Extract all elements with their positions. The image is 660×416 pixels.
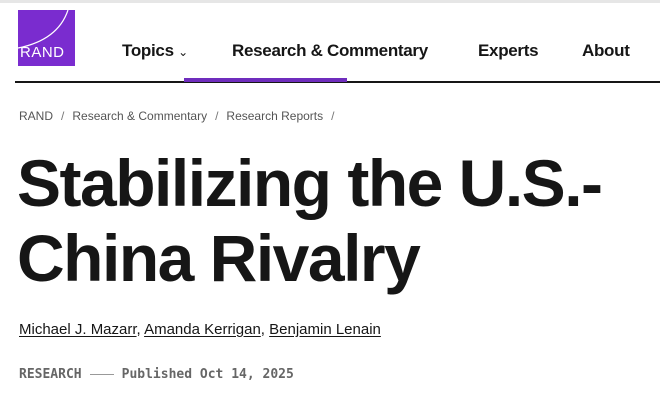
author-link[interactable]: Michael J. Mazarr [19, 321, 137, 338]
chevron-down-icon: ⌄ [178, 45, 188, 59]
nav-about[interactable]: About [582, 41, 630, 60]
authors: Michael J. Mazarr, Amanda Kerrigan, Benj… [19, 321, 381, 338]
author-link[interactable]: Amanda Kerrigan [144, 321, 261, 338]
nav-research-commentary[interactable]: Research & Commentary [232, 41, 428, 60]
breadcrumb-rand[interactable]: RAND [19, 109, 54, 123]
breadcrumb-research-reports[interactable]: Research Reports [226, 109, 324, 123]
divider [89, 374, 114, 375]
logo-curve-icon [18, 10, 69, 49]
nav-topics[interactable]: Topics ⌄ [122, 41, 188, 60]
top-band [0, 0, 660, 3]
published-date: Published Oct 14, 2025 [121, 367, 294, 382]
active-nav-indicator [184, 78, 347, 82]
breadcrumb-research-commentary[interactable]: Research & Commentary [72, 109, 208, 123]
breadcrumb: RAND / Research & Commentary / Research Repo… [19, 109, 335, 123]
author-link[interactable]: Benjamin Lenain [269, 321, 381, 338]
content-type: RESEARCH [19, 367, 82, 382]
publication-meta: RESEARCH Published Oct 14, 2025 [19, 367, 294, 382]
rand-logo[interactable]: RAND [18, 10, 75, 66]
nav-experts[interactable]: Experts [478, 41, 539, 60]
logo-text: RAND [20, 44, 65, 61]
page-title: Stabilizing the U.S.-China Rivalry [17, 146, 603, 295]
